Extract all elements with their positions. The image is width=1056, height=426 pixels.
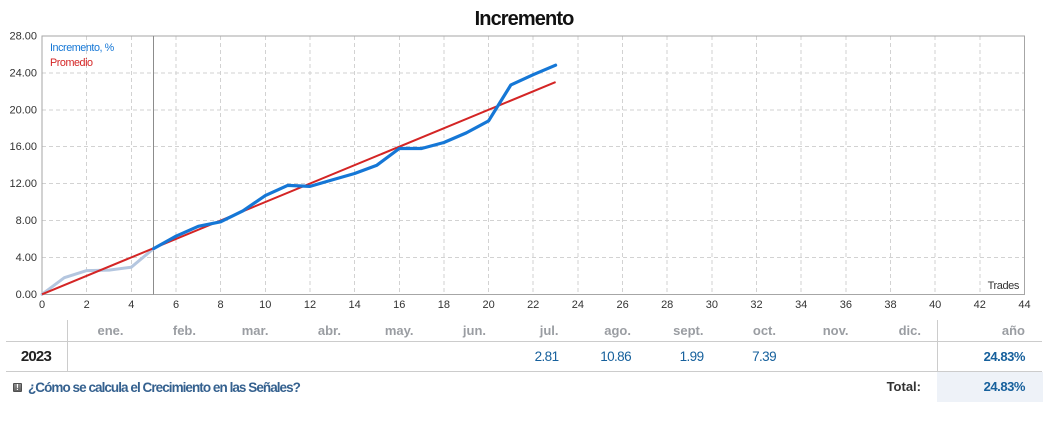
- svg-text:34: 34: [795, 299, 807, 311]
- svg-text:28: 28: [661, 299, 673, 311]
- svg-text:8.00: 8.00: [16, 215, 37, 227]
- svg-text:30: 30: [706, 299, 718, 311]
- svg-text:0: 0: [39, 299, 45, 311]
- svg-text:32: 32: [750, 299, 762, 311]
- svg-text:16: 16: [393, 299, 405, 311]
- svg-text:28.00: 28.00: [9, 31, 37, 43]
- svg-text:18: 18: [438, 299, 450, 311]
- svg-text:8: 8: [218, 299, 224, 311]
- svg-text:12: 12: [304, 299, 316, 311]
- svg-text:20.00: 20.00: [9, 104, 37, 116]
- svg-text:44: 44: [1018, 299, 1030, 311]
- svg-text:20: 20: [482, 299, 494, 311]
- svg-text:12.00: 12.00: [9, 178, 37, 190]
- svg-text:40: 40: [929, 299, 941, 311]
- svg-text:6: 6: [173, 299, 179, 311]
- svg-text:2: 2: [84, 299, 90, 311]
- svg-text:14: 14: [348, 299, 360, 311]
- svg-text:42: 42: [974, 299, 986, 311]
- svg-text:16.00: 16.00: [9, 141, 37, 153]
- svg-text:0.00: 0.00: [16, 289, 37, 301]
- svg-text:10: 10: [259, 299, 271, 311]
- svg-text:4: 4: [128, 299, 134, 311]
- svg-text:Incremento, %: Incremento, %: [50, 42, 115, 54]
- svg-text:22: 22: [527, 299, 539, 311]
- svg-text:24.00: 24.00: [9, 67, 37, 79]
- svg-text:26: 26: [616, 299, 628, 311]
- svg-text:36: 36: [840, 299, 852, 311]
- svg-text:Trades: Trades: [988, 280, 1020, 292]
- svg-text:24: 24: [572, 299, 584, 311]
- svg-text:Promedio: Promedio: [50, 57, 93, 69]
- svg-text:4.00: 4.00: [16, 252, 37, 264]
- svg-text:38: 38: [884, 299, 896, 311]
